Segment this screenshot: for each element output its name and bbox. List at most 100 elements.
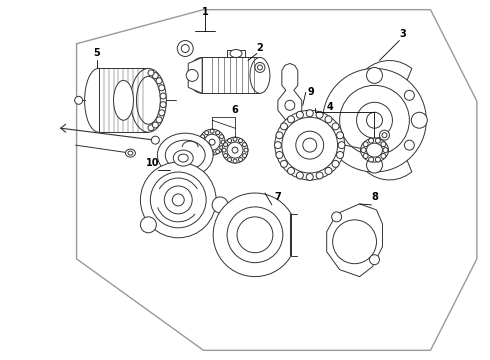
- Ellipse shape: [316, 172, 323, 179]
- Ellipse shape: [239, 139, 243, 143]
- Ellipse shape: [282, 117, 338, 173]
- Ellipse shape: [280, 161, 288, 167]
- Ellipse shape: [223, 143, 227, 147]
- Ellipse shape: [276, 152, 283, 158]
- Ellipse shape: [223, 154, 227, 158]
- Ellipse shape: [381, 142, 386, 147]
- Ellipse shape: [164, 186, 192, 214]
- Ellipse shape: [325, 167, 332, 174]
- Ellipse shape: [340, 227, 369, 257]
- Ellipse shape: [375, 157, 380, 162]
- Ellipse shape: [338, 141, 345, 149]
- Ellipse shape: [199, 140, 203, 144]
- Ellipse shape: [159, 85, 165, 91]
- Polygon shape: [213, 193, 291, 276]
- Ellipse shape: [361, 138, 389, 162]
- Ellipse shape: [412, 112, 427, 128]
- Text: 6: 6: [232, 105, 239, 115]
- Polygon shape: [202, 58, 260, 93]
- Ellipse shape: [357, 102, 392, 138]
- Ellipse shape: [125, 149, 135, 157]
- Ellipse shape: [200, 146, 205, 150]
- Ellipse shape: [165, 140, 205, 170]
- Ellipse shape: [316, 111, 323, 118]
- Ellipse shape: [227, 142, 243, 158]
- Ellipse shape: [250, 58, 270, 93]
- Ellipse shape: [361, 148, 366, 153]
- Ellipse shape: [210, 151, 214, 155]
- Text: 8: 8: [371, 192, 378, 202]
- Ellipse shape: [151, 136, 159, 144]
- Ellipse shape: [148, 70, 154, 76]
- Ellipse shape: [188, 58, 216, 93]
- Ellipse shape: [173, 150, 193, 166]
- Polygon shape: [327, 204, 383, 276]
- Ellipse shape: [222, 137, 248, 163]
- Ellipse shape: [375, 138, 380, 143]
- Ellipse shape: [85, 68, 113, 132]
- Bar: [227, 50, 245, 58]
- Ellipse shape: [136, 76, 160, 124]
- Ellipse shape: [243, 154, 246, 158]
- Ellipse shape: [141, 162, 216, 238]
- Ellipse shape: [141, 217, 156, 233]
- Ellipse shape: [130, 68, 166, 132]
- Ellipse shape: [296, 111, 303, 118]
- Ellipse shape: [148, 125, 154, 131]
- Ellipse shape: [368, 157, 373, 162]
- Text: 3: 3: [399, 28, 406, 39]
- Ellipse shape: [204, 134, 220, 150]
- Text: 1: 1: [202, 7, 209, 17]
- Text: 5: 5: [93, 49, 100, 58]
- Ellipse shape: [306, 110, 313, 117]
- Text: 4: 4: [326, 102, 333, 112]
- Ellipse shape: [276, 132, 283, 139]
- Ellipse shape: [205, 150, 209, 154]
- Ellipse shape: [216, 150, 220, 154]
- Ellipse shape: [404, 140, 415, 150]
- Ellipse shape: [178, 154, 188, 162]
- Ellipse shape: [369, 255, 379, 265]
- Ellipse shape: [274, 141, 281, 149]
- Ellipse shape: [332, 123, 339, 130]
- Ellipse shape: [220, 135, 223, 139]
- Ellipse shape: [150, 172, 206, 228]
- Ellipse shape: [159, 110, 165, 116]
- Ellipse shape: [216, 131, 220, 135]
- Text: 10: 10: [146, 158, 159, 168]
- Ellipse shape: [152, 122, 158, 128]
- Ellipse shape: [177, 41, 193, 57]
- Ellipse shape: [367, 157, 383, 173]
- Polygon shape: [98, 68, 148, 132]
- Ellipse shape: [160, 102, 166, 108]
- Ellipse shape: [114, 80, 133, 120]
- Ellipse shape: [212, 197, 228, 213]
- Ellipse shape: [367, 143, 383, 157]
- Ellipse shape: [337, 132, 343, 139]
- Ellipse shape: [379, 130, 390, 140]
- Ellipse shape: [367, 67, 383, 84]
- Ellipse shape: [255, 62, 265, 72]
- Ellipse shape: [227, 158, 232, 162]
- Ellipse shape: [233, 159, 237, 163]
- Ellipse shape: [382, 133, 387, 138]
- Ellipse shape: [230, 50, 242, 58]
- Ellipse shape: [323, 68, 426, 172]
- Ellipse shape: [74, 96, 83, 104]
- Ellipse shape: [157, 133, 213, 177]
- Ellipse shape: [172, 194, 184, 206]
- Ellipse shape: [381, 153, 386, 158]
- Ellipse shape: [332, 161, 339, 167]
- Ellipse shape: [160, 93, 166, 99]
- Ellipse shape: [222, 148, 226, 152]
- Ellipse shape: [244, 148, 248, 152]
- Ellipse shape: [288, 116, 294, 123]
- Ellipse shape: [368, 138, 373, 143]
- Ellipse shape: [221, 140, 225, 144]
- Ellipse shape: [233, 137, 237, 141]
- Ellipse shape: [200, 135, 205, 139]
- Ellipse shape: [220, 146, 223, 150]
- Ellipse shape: [181, 45, 189, 53]
- Ellipse shape: [205, 131, 209, 135]
- Ellipse shape: [332, 212, 342, 222]
